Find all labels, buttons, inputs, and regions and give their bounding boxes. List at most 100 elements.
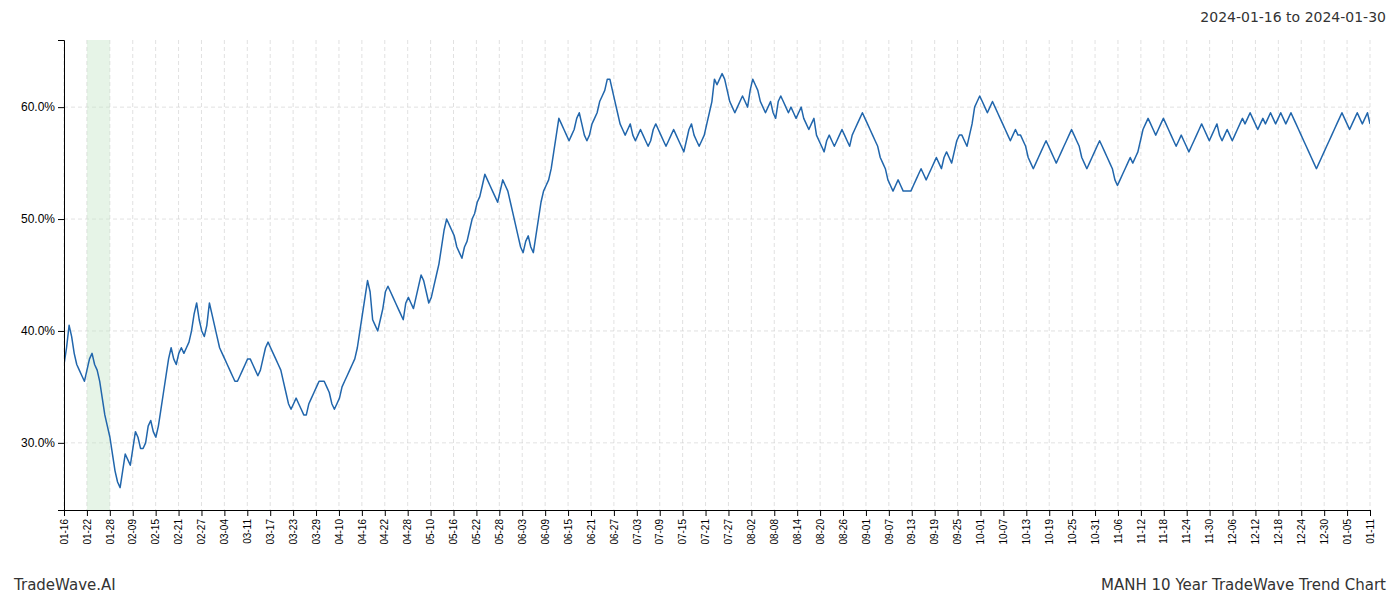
x-tick-mark bbox=[820, 510, 821, 516]
x-tick-label: 01-05 bbox=[1342, 519, 1353, 545]
x-tick-label: 12-06 bbox=[1227, 519, 1238, 545]
x-tick-label: 09-19 bbox=[929, 519, 940, 545]
x-axis: 01-1601-2201-2802-0902-1502-2102-2703-04… bbox=[59, 510, 1376, 545]
x-tick-mark bbox=[431, 510, 432, 516]
x-tick-mark bbox=[270, 510, 271, 516]
x-grid-line bbox=[980, 40, 981, 510]
x-tick: 10-13 bbox=[1021, 510, 1032, 545]
x-tick-mark bbox=[156, 510, 157, 516]
x-tick: 12-24 bbox=[1296, 510, 1307, 545]
x-tick: 02-15 bbox=[150, 510, 161, 545]
x-tick-mark bbox=[1324, 510, 1325, 516]
y-axis: 30.0%40.0%50.0%60.0% bbox=[21, 41, 65, 511]
x-tick: 04-10 bbox=[334, 510, 345, 545]
x-tick-mark bbox=[316, 510, 317, 516]
x-tick: 07-15 bbox=[677, 510, 688, 545]
x-grid-line bbox=[659, 40, 660, 510]
x-tick-mark bbox=[797, 510, 798, 516]
x-tick: 08-14 bbox=[792, 510, 803, 545]
x-tick: 12-06 bbox=[1227, 510, 1238, 545]
x-tick-label: 11-18 bbox=[1158, 519, 1169, 544]
y-tick-label: 30.0% bbox=[21, 436, 55, 450]
x-tick: 07-27 bbox=[723, 510, 734, 545]
x-grid-line bbox=[338, 40, 339, 510]
x-tick-label: 10-01 bbox=[975, 519, 986, 545]
x-tick: 10-31 bbox=[1090, 510, 1101, 545]
x-tick: 03-04 bbox=[219, 510, 230, 545]
x-tick-mark bbox=[660, 510, 661, 516]
x-tick-label: 04-16 bbox=[357, 519, 368, 545]
x-tick: 02-27 bbox=[196, 510, 207, 545]
x-tick: 04-22 bbox=[379, 510, 390, 545]
y-grid-line bbox=[64, 107, 1370, 108]
x-tick-mark bbox=[1141, 510, 1142, 516]
x-grid-line bbox=[1003, 40, 1004, 510]
x-tick-mark bbox=[454, 510, 455, 516]
x-tick-label: 01-22 bbox=[82, 519, 93, 545]
x-grid-line bbox=[1186, 40, 1187, 510]
x-tick-label: 03-11 bbox=[242, 519, 253, 544]
x-tick-label: 11-30 bbox=[1204, 519, 1215, 544]
y-tick-label: 40.0% bbox=[21, 324, 55, 338]
x-grid-line bbox=[797, 40, 798, 510]
y-grid-line bbox=[64, 442, 1370, 443]
x-tick: 07-21 bbox=[700, 510, 711, 545]
x-tick-label: 11-24 bbox=[1181, 519, 1192, 544]
x-tick-label: 08-14 bbox=[792, 519, 803, 545]
line bbox=[64, 74, 1370, 488]
x-tick-label: 02-27 bbox=[196, 519, 207, 545]
x-tick: 11-12 bbox=[1136, 510, 1147, 544]
x-tick-mark bbox=[293, 510, 294, 516]
x-tick: 08-02 bbox=[746, 510, 757, 545]
x-tick-mark bbox=[545, 510, 546, 516]
x-tick: 05-16 bbox=[448, 510, 459, 545]
x-grid-line bbox=[865, 40, 866, 510]
x-tick-mark bbox=[1210, 510, 1211, 516]
x-tick: 09-07 bbox=[884, 510, 895, 545]
x-tick-label: 10-25 bbox=[1067, 519, 1078, 545]
x-tick-label: 05-16 bbox=[448, 519, 459, 545]
x-tick-mark bbox=[1301, 510, 1302, 516]
x-grid-line bbox=[1370, 40, 1371, 510]
x-tick-label: 08-20 bbox=[815, 519, 826, 545]
x-tick-mark bbox=[1187, 510, 1188, 516]
y-tick: 30.0% bbox=[21, 436, 64, 450]
x-tick: 12-12 bbox=[1250, 510, 1261, 545]
x-grid-line bbox=[384, 40, 385, 510]
x-tick: 01-16 bbox=[59, 510, 70, 545]
x-tick-mark bbox=[201, 510, 202, 516]
x-tick-mark bbox=[224, 510, 225, 516]
x-tick-label: 07-21 bbox=[700, 519, 711, 545]
x-grid-line bbox=[201, 40, 202, 510]
x-tick: 11-30 bbox=[1204, 510, 1215, 544]
highlight-span bbox=[87, 40, 110, 510]
data-area bbox=[64, 40, 1370, 510]
y-tick: 40.0% bbox=[21, 324, 64, 338]
x-grid-line bbox=[316, 40, 317, 510]
x-grid-line bbox=[705, 40, 706, 510]
x-tick-label: 09-13 bbox=[906, 519, 917, 545]
x-tick: 03-29 bbox=[311, 510, 322, 545]
x-grid-line bbox=[843, 40, 844, 510]
x-tick-mark bbox=[980, 510, 981, 516]
x-grid-line bbox=[820, 40, 821, 510]
x-grid-line bbox=[293, 40, 294, 510]
x-tick: 07-03 bbox=[632, 510, 643, 545]
x-axis-line bbox=[65, 511, 1371, 517]
x-tick-mark bbox=[1164, 510, 1165, 516]
x-tick-label: 10-31 bbox=[1090, 519, 1101, 545]
x-tick: 06-27 bbox=[609, 510, 620, 545]
y-tick-mark bbox=[58, 331, 64, 332]
x-tick-mark bbox=[1370, 510, 1371, 516]
x-grid-line bbox=[178, 40, 179, 510]
x-tick-label: 07-15 bbox=[677, 519, 688, 545]
x-tick-mark bbox=[935, 510, 936, 516]
x-grid-line bbox=[224, 40, 225, 510]
x-tick: 06-09 bbox=[540, 510, 551, 545]
x-tick: 09-01 bbox=[861, 510, 872, 545]
y-tick-label: 60.0% bbox=[21, 100, 55, 114]
x-tick: 01-28 bbox=[105, 510, 116, 545]
x-tick-mark bbox=[179, 510, 180, 516]
x-tick-mark bbox=[866, 510, 867, 516]
x-tick-mark bbox=[614, 510, 615, 516]
